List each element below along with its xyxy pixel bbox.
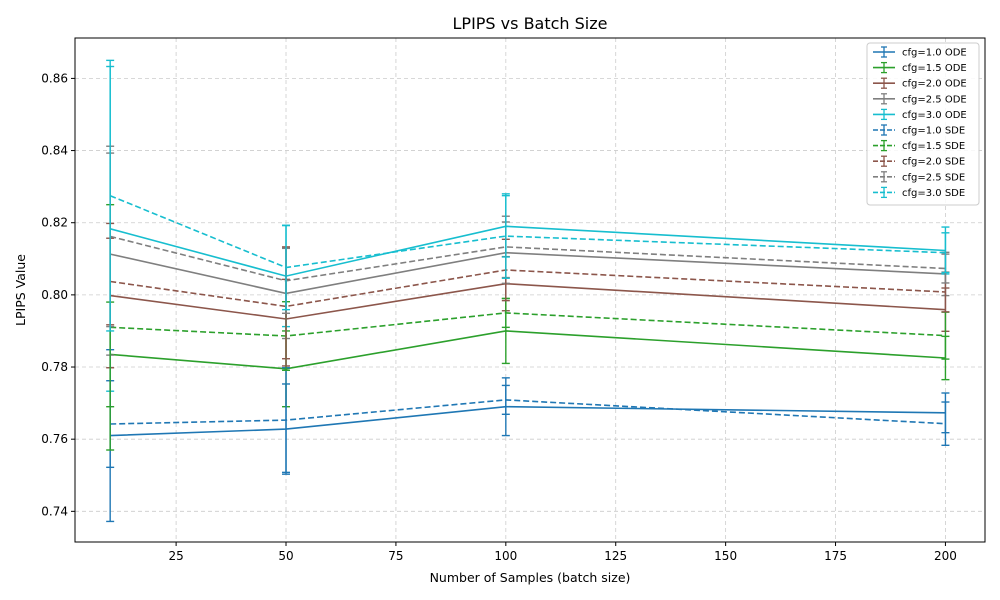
legend-label: cfg=2.0 ODE	[902, 79, 967, 90]
plot-frame	[74, 37, 986, 543]
series-line	[110, 269, 946, 308]
series-line	[110, 312, 946, 337]
series-line	[110, 282, 946, 320]
x-tick-label: 125	[604, 549, 627, 563]
x-tick-label: 200	[934, 549, 957, 563]
series-layer	[106, 59, 950, 523]
x-tick-label: 25	[168, 549, 183, 563]
legend-label: cfg=3.0 ODE	[902, 110, 967, 121]
legend-label: cfg=2.0 SDE	[902, 157, 965, 168]
series-line	[110, 399, 946, 425]
series-line	[109, 194, 946, 269]
series-line	[110, 405, 946, 437]
x-tick-label: 100	[494, 549, 517, 563]
legend-label: cfg=2.5 SDE	[902, 172, 965, 183]
legend-label: cfg=1.0 ODE	[902, 48, 967, 59]
legend-label: cfg=1.0 SDE	[902, 126, 965, 137]
x-tick-label: 50	[278, 549, 293, 563]
y-tick-label: 0.80	[41, 288, 68, 302]
chart-title: LPIPS vs Batch Size	[453, 14, 608, 33]
x-axis-label: Number of Samples (batch size)	[430, 570, 631, 585]
legend-label: cfg=1.5 SDE	[902, 141, 965, 152]
y-tick-label: 0.82	[41, 216, 68, 230]
y-axis-label: LPIPS Value	[13, 254, 28, 326]
x-tick-label: 150	[714, 549, 737, 563]
series-line	[110, 251, 946, 295]
legend: cfg=1.0 ODE cfg=1.5 ODE cfg=2.0 ODE cfg=2.5…	[866, 42, 980, 206]
legend-label: cfg=3.0 SDE	[902, 188, 965, 199]
y-tick-label: 0.76	[41, 432, 68, 446]
series-10	[106, 59, 950, 332]
y-tick-label: 0.78	[41, 360, 68, 374]
y-tick-label: 0.84	[41, 144, 68, 158]
x-tick-label: 75	[388, 549, 403, 563]
y-tick-label: 0.86	[41, 71, 68, 85]
series-line	[110, 330, 946, 370]
series-line	[110, 235, 946, 282]
y-tick-label: 0.74	[41, 504, 68, 518]
legend-label: cfg=2.5 ODE	[902, 94, 967, 105]
x-tick-label: 175	[824, 549, 847, 563]
tick-layer: 25 50 75 100 125 150 175 200 0.74 0.76 0.78 0.80 0.8…	[41, 71, 957, 563]
legend-label: cfg=1.5 ODE	[902, 63, 967, 74]
